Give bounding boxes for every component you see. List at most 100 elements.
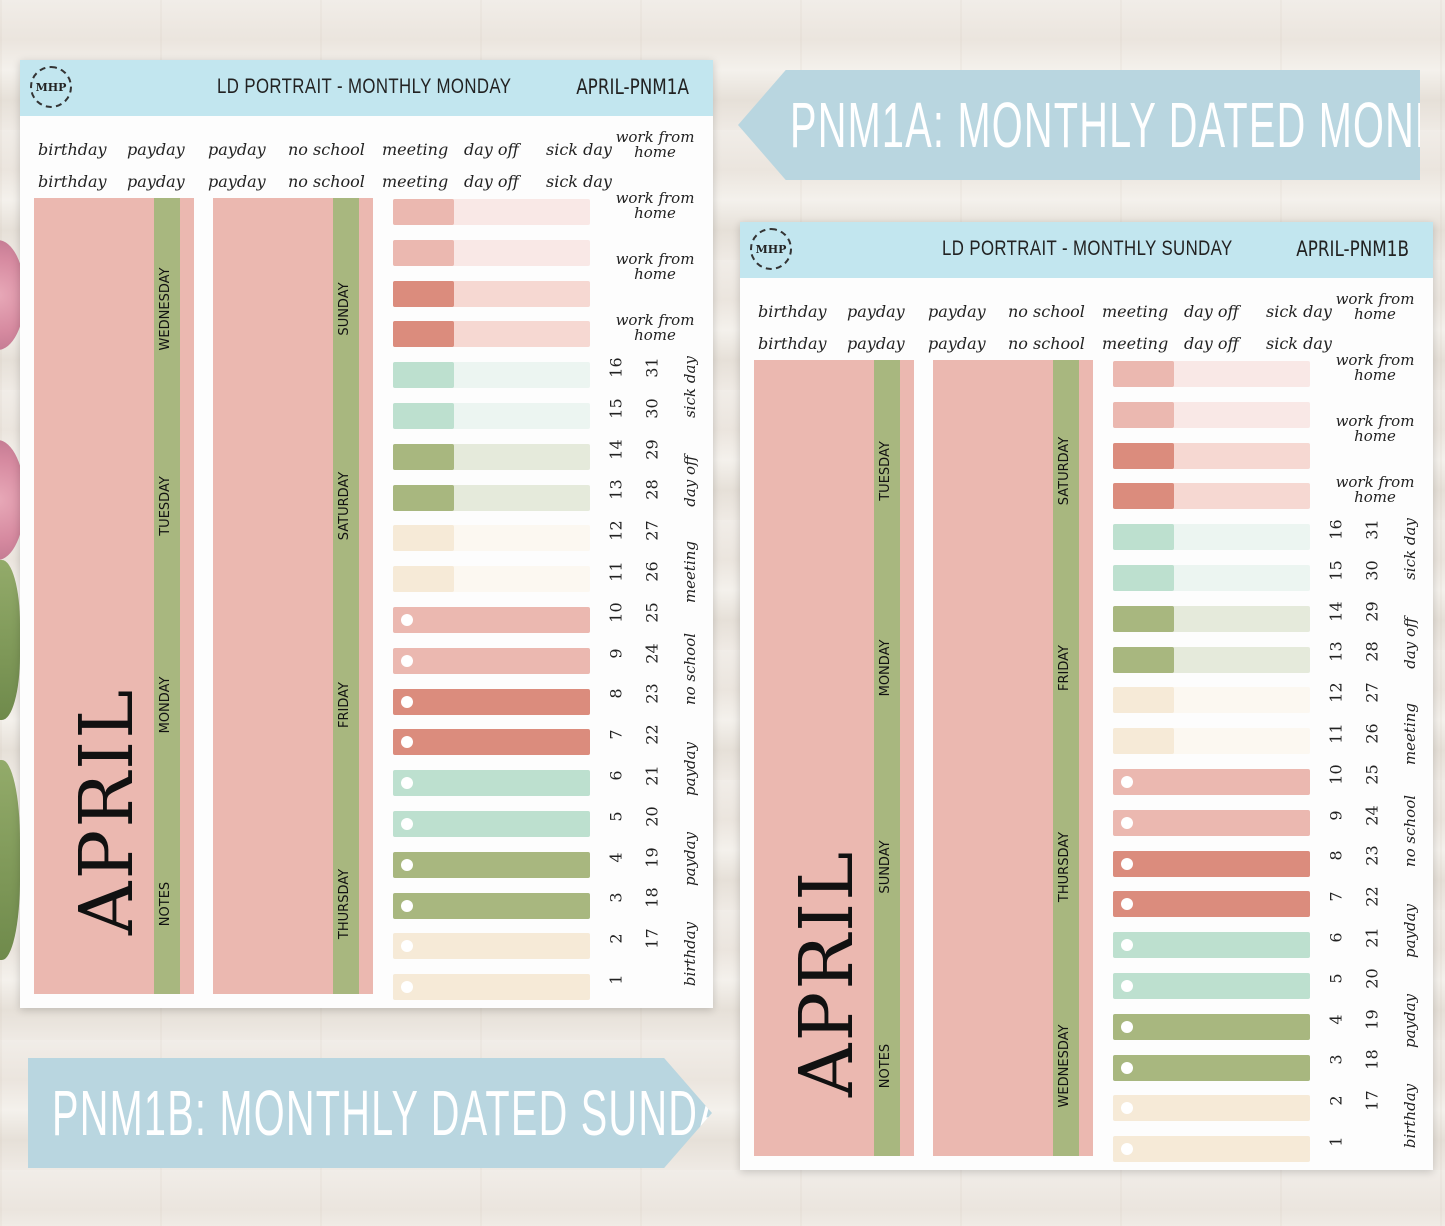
dot-bar-sticker [393,811,590,837]
label-sticker: payday [208,140,266,159]
dot-bar-sticker [1113,769,1310,795]
date-number: 13 [1326,641,1346,663]
date-number: 21 [642,765,662,786]
split-bar-sticker [1113,646,1310,673]
strip-day-label: THURSDAY [1057,831,1072,903]
dot-icon [1121,939,1133,952]
strip-day-label: THURSDAY [337,868,352,940]
label-sticker: payday [928,302,986,321]
date-number: 18 [1362,1049,1382,1071]
vertical-label-sticker: payday [1401,903,1419,959]
dot-bar-sticker [393,851,590,878]
label-sticker: birthday [758,334,827,353]
dot-icon [1121,1102,1133,1115]
date-number: 12 [606,520,626,541]
bar-color-tab [393,239,454,266]
date-number: 28 [642,479,662,501]
dot-icon [1121,857,1133,870]
date-number: 9 [606,648,626,659]
dot-bar-sticker [1113,850,1310,877]
label-sticker: payday [847,334,905,353]
date-number: 7 [1326,891,1346,902]
date-number: 25 [642,602,662,623]
sheet-code: APRIL-PNM1B [1296,237,1409,261]
label-sticker: birthday [38,140,107,159]
date-number: 27 [1362,682,1382,703]
bar-color-tab [1113,524,1174,551]
dot-bar-sticker [393,933,590,960]
mhp-logo: MHP [750,228,792,270]
bar-color-tab [1113,483,1174,510]
date-number: 14 [1326,600,1346,622]
strip-day-label: SATURDAY [337,471,352,541]
dot-bar-sticker [1113,1136,1310,1163]
date-number: 17 [642,928,662,949]
month-label: APRIL [784,849,870,1097]
work-from-home-sticker: work from home [1335,290,1415,323]
label-sticker: birthday [38,172,107,191]
bar-color-tab [1113,442,1174,469]
day-strip [874,360,900,1156]
date-number: 16 [1326,519,1346,540]
split-bar-sticker [393,239,590,266]
date-number: 2 [1326,1095,1346,1106]
label-sticker: payday [127,140,185,159]
sheet-header: MHP LD PORTRAIT - MONTHLY MONDAY APRIL-P… [20,60,713,116]
date-number: 20 [642,806,662,827]
vertical-label-sticker: day off [1401,617,1419,669]
date-number: 4 [606,852,626,863]
date-number: 31 [642,357,662,378]
split-bar-sticker [1113,442,1310,469]
label-sticker: meeting [1102,302,1169,321]
date-number: 7 [606,729,626,740]
split-bar-sticker [1113,524,1310,551]
dot-icon [1121,776,1133,788]
work-from-home-sticker: work from home [615,250,695,283]
dot-icon [401,858,413,871]
split-bar-sticker [393,484,590,511]
label-sticker: no school [288,172,365,191]
bar-color-tab [393,566,454,593]
date-number: 6 [1326,932,1346,943]
dot-bar-sticker [393,770,590,797]
date-number: 5 [1326,973,1346,984]
sticker-sheet-sunday: MHP LD PORTRAIT - MONTHLY SUNDAY APRIL-P… [740,222,1433,1170]
vertical-label-sticker: sick day [681,356,699,418]
date-number: 17 [1362,1090,1382,1111]
date-number: 11 [1326,723,1346,744]
vertical-label-sticker: meeting [681,540,699,604]
bar-color-tab [393,321,454,348]
dot-icon [1121,980,1133,992]
banner-pnm1b: PNM1B: MONTHLY DATED SUNDAY [28,1058,712,1168]
bar-color-tab [1113,401,1174,428]
bar-color-tab [393,525,454,552]
work-from-home-sticker: work from home [1335,412,1415,445]
split-bar-sticker [1113,361,1310,387]
split-bar-sticker [393,525,590,552]
dot-bar-sticker [1113,1054,1310,1081]
label-sticker: sick day [1266,334,1332,353]
day-strip [1053,360,1079,1156]
label-sticker: day off [464,172,519,191]
label-sticker: meeting [382,140,449,159]
date-number: 6 [606,770,626,781]
label-sticker: sick day [546,140,612,159]
date-number: 29 [642,438,662,460]
dot-bar-sticker [393,647,590,674]
label-sticker: meeting [1102,334,1169,353]
bar-color-tab [1113,728,1174,755]
banner-pnm1a: PNM1A: MONTHLY DATED MONDAY [738,70,1420,180]
dot-bar-sticker [1113,1095,1310,1122]
date-number: 27 [642,520,662,541]
label-sticker: payday [928,334,986,353]
dot-icon [401,736,413,749]
date-number: 14 [606,438,626,460]
strip-day-label: MONDAY [158,676,173,734]
bar-color-tab [1113,361,1174,387]
split-bar-sticker [393,199,590,225]
date-number: 2 [606,933,626,944]
strip-day-label: NOTES [878,1043,893,1089]
split-bar-sticker [393,566,590,593]
date-number: 31 [1362,519,1382,540]
date-number: 8 [606,688,626,699]
